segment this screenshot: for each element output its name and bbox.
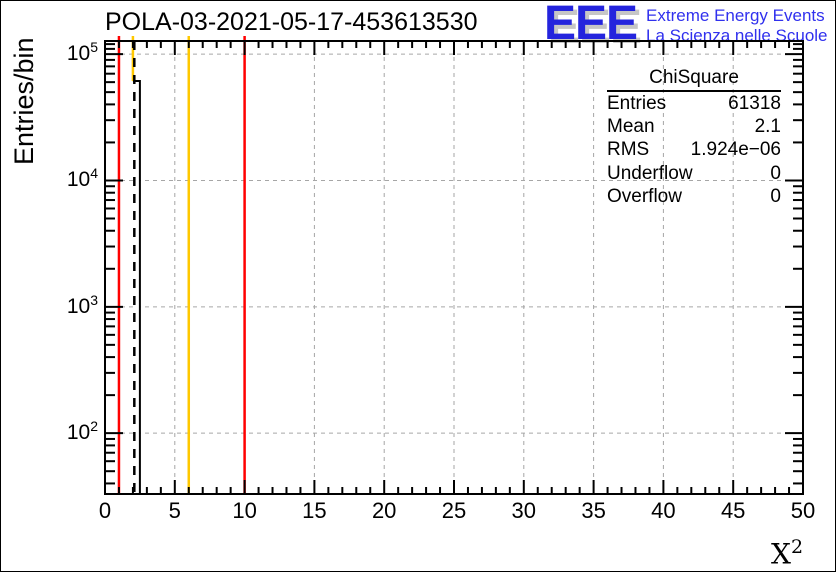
stats-box: ChiSquare Entries 61318 Mean 2.1 RMS 1.9… [607,67,781,208]
stats-label: Entries [607,93,667,114]
stats-label: Underflow [607,162,693,184]
x-tick-label: 35 [581,498,606,523]
eee-logo-acronym: EEE [544,0,638,50]
stats-label: Overflow [607,185,682,207]
x-axis-title: X2 [771,536,803,570]
x-tick-label: 0 [98,498,112,523]
stats-label: Mean [607,116,655,138]
stats-row-overflow: Overflow 0 [607,185,781,208]
x-tick-label: 45 [720,498,746,523]
y-axis-title: Entries/bin [9,37,39,165]
plot-title: POLA-03-2021-05-17-453613530 [105,8,478,36]
x-tick-label: 5 [168,498,181,523]
stats-value: 61318 [728,93,781,114]
x-tick-label: 25 [441,498,467,523]
y-tick-label: 102 [66,418,98,445]
stats-title: ChiSquare [607,67,781,92]
stats-label: RMS [607,139,650,161]
eee-logo-line1: Extreme Energy Events [646,6,825,25]
stats-value: 2.1 [754,116,781,138]
x-tick-label: 10 [232,498,257,523]
stats-value: 0 [770,185,781,207]
x-tick-label: 40 [651,498,676,523]
y-tick-label: 103 [66,291,98,318]
x-axis-title-exponent: 2 [790,536,804,558]
y-tick-label: 105 [66,39,98,66]
stats-row-mean: Mean 2.1 [607,115,781,138]
x-tick-label: 30 [511,498,537,523]
x-tick-label: 50 [790,498,816,523]
x-tick-label: 20 [371,498,397,523]
x-axis-title-base: X [771,537,791,571]
x-tick-label: 15 [302,498,327,523]
stats-value: 0 [770,162,781,184]
histogram-bin-fill [132,80,140,494]
stats-value: 1.924e−06 [690,139,781,161]
stats-row-entries: Entries 61318 [607,92,781,115]
stats-row-underflow: Underflow 0 [607,162,781,185]
stats-row-rms: RMS 1.924e−06 [607,138,781,161]
y-tick-label: 104 [66,165,98,192]
